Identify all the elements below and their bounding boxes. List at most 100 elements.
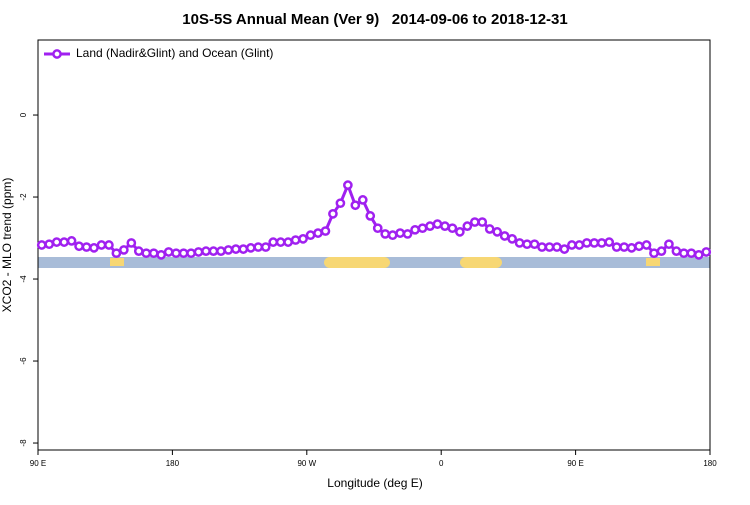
data-point [656,246,667,256]
data-point [51,237,62,247]
data-point [119,245,129,255]
data-point [664,239,674,250]
data-point [529,239,540,250]
data-point [507,234,517,244]
data-point [372,223,383,234]
y-tick-label: -8 [19,439,28,447]
data-point [440,221,450,231]
data-point [402,229,413,239]
data-point [649,248,659,259]
y-tick-label: -4 [19,275,28,283]
legend-label: Land (Nadir&Glint) and Ocean (Glint) [76,46,273,60]
data-point [537,242,547,252]
land [460,257,502,268]
data-point [522,239,532,250]
data-point [410,224,420,235]
data-point [701,247,712,257]
data-point [328,208,338,219]
data-point [671,246,682,256]
map-strip [38,257,710,268]
data-point [141,248,152,259]
data-point [499,231,510,241]
x-tick-label: 180 [703,459,717,468]
data-point [66,236,77,246]
land [646,258,660,266]
data-point [231,244,241,254]
data-point [581,238,592,248]
data-point [611,242,622,252]
data-point [574,240,585,250]
data-point [111,248,122,259]
data-point [335,198,346,209]
data-point [469,217,480,227]
x-tick-label: 90 E [30,459,46,468]
data-point [589,238,600,248]
data-point [268,237,279,247]
data-point [81,242,92,252]
data-point [89,243,99,253]
data-point [44,239,55,250]
data-point [343,180,353,190]
data-point [447,223,458,234]
data-point [290,235,301,245]
data-point [417,223,428,234]
data-point [544,242,555,252]
data-point [567,240,577,250]
x-tick-label: 180 [166,459,180,468]
data-point [350,200,361,211]
data-point [305,230,316,241]
data-point [634,241,644,252]
y-tick-label: -2 [19,193,28,201]
data-point [275,237,286,247]
data-point [223,245,234,255]
x-tick-label: 0 [439,459,444,468]
chart-title: 10S-5S Annual Mean (Ver 9) 2014-09-06 to… [182,11,567,28]
data-point [686,248,697,259]
data-point [245,243,256,253]
data-point [59,237,69,247]
data-point [492,227,503,237]
data-point [484,224,495,234]
data-point [596,238,607,248]
data-point [604,237,615,247]
data-point [552,242,562,252]
y-tick-label: -6 [19,357,28,365]
data-point [193,247,204,257]
data-point [298,234,308,244]
data-point [477,217,488,227]
x-tick-label: 90 W [297,459,316,468]
data-point [320,226,331,236]
data-point [283,237,293,247]
y-axis-label: XCO2 - MLO trend (ppm) [0,178,14,313]
land [324,257,390,268]
data-point [619,242,629,252]
data-point [432,219,443,229]
legend-marker [52,49,62,59]
data-point [313,228,323,238]
data-point [357,195,368,205]
data-point [425,221,435,231]
data-point [178,248,189,259]
data-point [36,240,47,250]
data-point [201,246,211,256]
data-point [387,230,398,241]
x-axis-label: Longitude (deg E) [327,476,422,490]
data-point [380,229,391,239]
data-point [693,249,704,260]
data-point [74,241,84,252]
data-point [395,228,405,238]
data-point [641,240,652,250]
data-point [96,240,107,250]
land [110,258,124,266]
data-point [462,221,473,231]
y-tick-label: 0 [19,112,28,117]
data-point [208,246,219,256]
data-point [679,248,689,259]
data-point [171,248,181,259]
data-point [156,249,167,260]
data-point [514,238,525,248]
data-point [148,248,159,259]
data-point [238,244,249,254]
data-point [260,242,271,252]
